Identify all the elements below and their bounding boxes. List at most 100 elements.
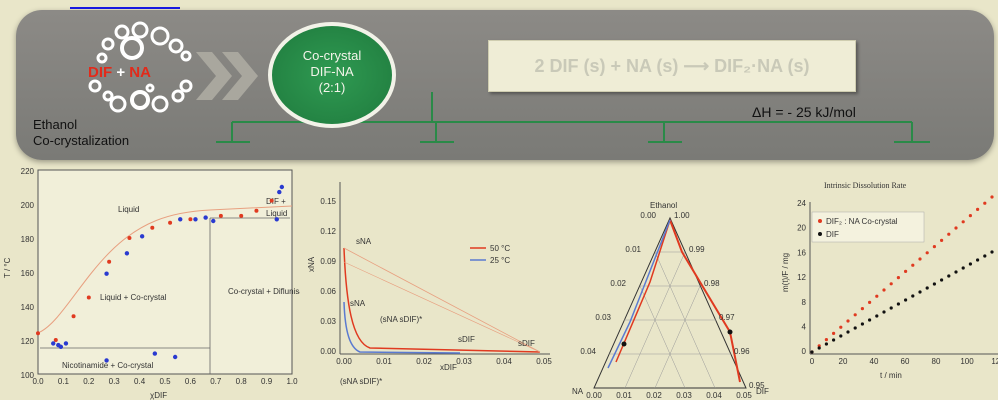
data-point-blue [139,234,145,239]
series-point-cocrystal [889,282,893,286]
data-point-blue [211,218,216,224]
y-tick-label: 0.12 [320,227,336,236]
data-point-red [239,213,244,218]
series-point-dif [860,322,864,326]
bottom-tick-label: 0.00 [586,391,602,400]
hyperlink[interactable] [70,0,180,9]
data-point-blue [203,215,208,220]
x-tick-label: 1.0 [286,377,298,386]
series-point-dif [882,310,886,314]
vertex-label-top: Ethanol [650,201,677,210]
tie-line [343,247,541,353]
solubility-plot: 0.150.120.090.060.030.00 0.00 0.01 0.02 0.0… [307,182,552,386]
y-tick-label: 0.06 [320,287,336,296]
data-point-red [168,220,173,225]
y-tick-label: 160 [21,269,35,278]
data-point-red [218,213,223,218]
cocrystal-line: (2:1) [318,80,346,95]
data-point-red [269,198,274,203]
plot-title: Intrinsic Dissolution Rate [824,181,907,190]
series-point-cocrystal [968,214,972,218]
curve-50c [343,247,541,353]
series-point-dif [932,282,936,286]
series-point-dif [889,306,893,310]
right-ticks: 1.00 0.99 0.98 0.97 0.96 0.95 [674,211,765,390]
series-point-dif [990,250,994,254]
x-ticks: 0 20 40 60 80 100 120 [810,357,998,366]
bottom-tick-label: 0.05 [736,391,752,400]
series-point-dif [817,346,821,350]
series-point-dif [896,302,900,306]
right-tick-label: 0.99 [689,245,705,254]
x-tick-label: 0.6 [185,377,197,386]
solvent-label: Ethanol Co-crystalization [33,117,129,149]
series-point-dif [824,342,828,346]
data-point-blue [193,217,198,222]
x-tick-label: 0.4 [134,377,146,386]
x-tick-label: 0.00 [336,357,352,366]
y-tick-label: 200 [21,201,35,210]
region-label: Co-crystal + Diflunisal [228,287,300,296]
series-point-dif [839,334,843,338]
x-tick-label: 80 [932,357,941,366]
series-point-cocrystal [839,325,843,329]
x-tick-label: 0.3 [109,377,121,386]
series-point-cocrystal [954,226,958,230]
right-tick-label: 1.00 [674,211,690,220]
tie-line [343,261,541,353]
solubility-curve-red [669,219,741,383]
data-point-red [86,295,91,300]
x-tick-label: 0.9 [261,377,273,386]
series-point-cocrystal [932,245,936,249]
right-tick-label: 0.96 [734,347,750,356]
region-label: Liquid + Co-crystal [100,293,167,302]
region-label: Nicotinamide + Co-crystal [62,361,154,370]
series-point-cocrystal [940,238,944,242]
data-point-blue [178,217,183,222]
y-tick-label: 0 [802,347,807,356]
series-point-cocrystal [824,338,828,342]
data-point-blue [104,358,109,363]
y-tick-label: 0.03 [320,317,336,326]
data-point-blue [172,354,178,360]
left-ticks: 0.00 0.01 0.02 0.03 0.04 [580,211,656,356]
series-point-cocrystal [918,257,922,261]
data-point-red [36,331,40,336]
data-point-blue [277,189,282,195]
y-tick-label: 8 [802,298,807,307]
data-point-red [107,259,112,264]
y-ticks: 24 20 16 12 8 4 0 [797,199,806,356]
x-tick-label: 0.1 [58,377,70,386]
data-points [36,184,285,363]
data-point-blue [274,217,279,222]
series-point-dif [853,326,857,330]
x-tick-label: 60 [901,357,910,366]
data-point-red [127,236,132,240]
x-tick-label: 0.03 [456,357,472,366]
left-tick-label: 0.03 [595,313,611,322]
series-point-dif [846,330,850,334]
x-tick-label: 120 [991,357,998,366]
y-tick-label: 20 [797,224,806,233]
data-point-red [188,217,193,222]
region-label: Liquid [118,205,139,214]
region-label: DIF + [266,197,286,206]
series-point-dif [976,258,980,262]
series-point-cocrystal [882,288,886,292]
ternary-diagram: Ethanol NA DIF 0.00 0.01 0.02 0.03 0.04 1.00… [572,201,769,400]
series-point-cocrystal [983,201,987,205]
arrow-chevron-icons [196,52,258,100]
series-point-dif [832,338,836,342]
series-point-dif [968,262,972,266]
solvent-line: Ethanol [33,117,78,132]
series-point-cocrystal [961,220,965,224]
x-ticks: 0.0 0.1 0.2 0.3 0.4 0.5 0.6 0.7 0.8 0.9 1.0 [32,377,298,386]
data-point-blue [104,271,109,276]
y-tick-label: 12 [797,273,806,282]
series-point-cocrystal [904,269,908,273]
x-tick-label: 40 [870,357,879,366]
data-point [727,329,733,335]
cocrystal-line: Co-crystal [302,48,362,63]
